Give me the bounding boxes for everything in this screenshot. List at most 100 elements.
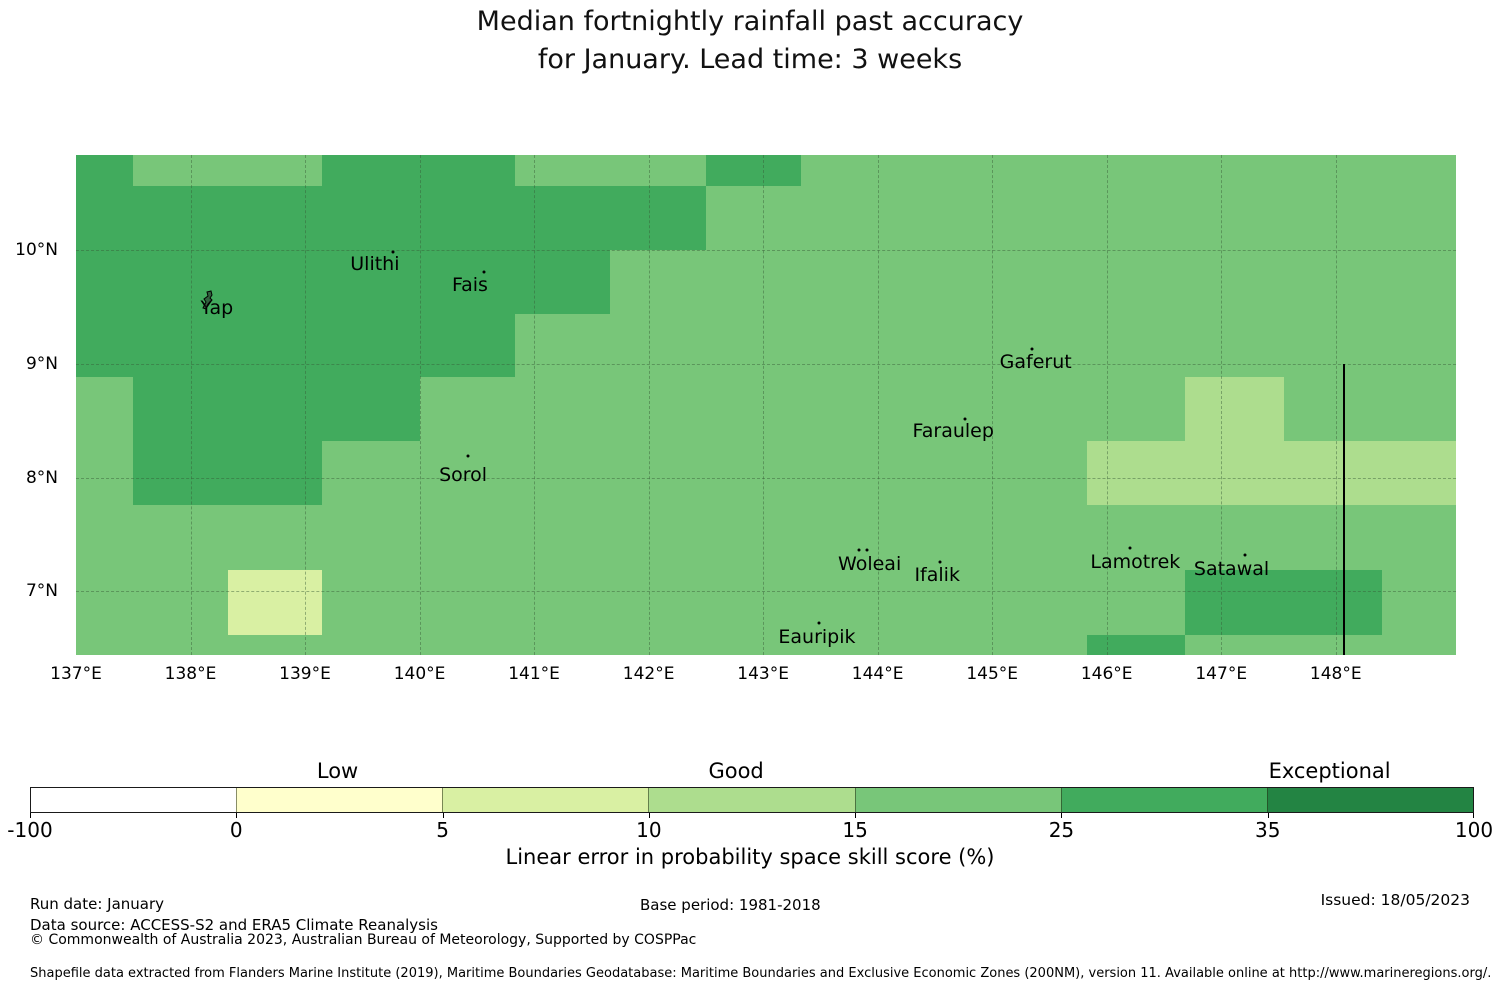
island-marker-lamotrek [1128,546,1132,550]
map-region-25-35 [76,314,515,377]
gridline-lon [877,155,879,655]
island-marker-gaferut [1030,347,1034,351]
map-region-25-35 [76,250,610,315]
footer-shapefile-note: Shapefile data extracted from Flanders M… [30,966,1492,981]
chart-title: Median fortnightly rainfall past accurac… [0,3,1500,79]
colorbar-segment-25to35 [1060,788,1267,812]
footer-base-period: Base period: 1981-2018 [640,896,821,914]
colorbar-tick-label: 25 [1048,818,1075,842]
island-label-sorol: Sorol [439,464,488,487]
x-tick-label: 143°E [737,664,789,684]
map-region-25-35 [1087,634,1185,655]
eez-boundary-line [1342,364,1345,655]
x-tick-label: 145°E [966,664,1019,684]
colorbar-tick-mark [1473,813,1474,818]
island-marker-ifalik [938,560,941,564]
map-plot-area: Yap Ulithi Fais Sorol Gaferut Faraulep Woleai I… [76,155,1456,655]
island-label-lamotrek: Lamotrek [1090,550,1181,573]
x-tick-label: 147°E [1195,664,1248,684]
colorbar-tick-label: 0 [229,818,243,842]
gridline-lon [190,155,192,655]
colorbar-category-label: Exceptional [1268,759,1391,783]
colorbar-segment--100to0 [31,788,237,812]
colorbar-tick-label: 10 [636,818,662,842]
y-tick-label: 9°N [25,354,58,375]
y-tick-label: 8°N [25,467,58,488]
colorbar-segment-0to5 [236,788,443,812]
x-tick-label: 146°E [1080,664,1133,684]
island-label-gaferut: Gaferut [999,350,1072,373]
colorbar-tick-mark [236,813,238,818]
x-tick-label: 138°E [164,664,217,684]
x-tick-label: 139°E [279,664,331,684]
footer-run-date: Run date: January [30,895,165,913]
island-label-faraulep: Faraulep [912,420,994,443]
gridline-lon [1335,155,1337,655]
gridline-lon [992,155,994,655]
gridline-lon [1106,155,1108,655]
map-region-25-35 [76,185,706,251]
colorbar-segment-15to25 [854,788,1061,812]
gridline-lon [305,155,307,655]
x-tick-label: 140°E [393,664,446,684]
map-region-10-15 [1087,441,1456,505]
colorbar-segment-35to100 [1266,788,1473,812]
colorbar-tick-mark [30,813,31,818]
x-tick-label: 141°E [508,664,560,684]
map-region-25-35 [76,155,134,186]
island-marker-ulithi [391,250,395,254]
island-label-ulithi: Ulithi [350,253,400,276]
island-label-fais: Fais [451,273,488,296]
colorbar-segment-5to10 [442,788,649,812]
colorbar-tick-mark [855,813,857,818]
y-tick-label: 10°N [15,240,58,261]
chart-title-line1: Median fortnightly rainfall past accurac… [476,6,1024,37]
chart-title-line2: for January. Lead time: 3 weeks [537,44,963,75]
gridline-lat [76,364,1456,366]
gridline-lon [534,155,536,655]
island-marker-faraulep [963,417,967,421]
island-label-ifalik: Ifalik [914,564,960,587]
island-marker-satawal [1243,553,1247,557]
x-tick-label: 142°E [622,664,675,684]
gridline-lat [76,250,1456,252]
colorbar-category-label: Low [316,759,359,783]
map-region-25-35 [705,155,801,186]
gridline-lat [76,591,1456,593]
island-label-woleai: Woleai [838,553,902,576]
map-region-25-35 [322,155,515,186]
gridline-lon [763,155,765,655]
footer-data-source: Data source: ACCESS-S2 and ERA5 Climate … [30,916,438,934]
footer-issued-date: Issued: 18/05/2023 [1320,891,1470,909]
x-tick-label: 137°E [50,664,102,684]
map-region-25-35 [133,441,323,505]
colorbar-tick-label: 5 [436,818,449,842]
colorbar-category-label: Good [708,759,764,783]
island-marker-fais [482,270,486,274]
map-region-25-35 [1184,569,1382,635]
island-marker-woleai [865,548,869,552]
colorbar-tick-mark [1061,813,1063,818]
colorbar-tick-label: 15 [842,818,868,842]
island-marker-sorol [466,454,470,458]
gridline-lon [1221,155,1223,655]
x-tick-label: 144°E [851,664,904,684]
gridline-lon [648,155,650,655]
colorbar-segment-10to15 [648,788,855,812]
gridline-lon [419,155,421,655]
island-marker-eauripik [817,621,821,625]
colorbar-axis-label: Linear error in probability space skill … [505,845,995,869]
colorbar-tick-mark [648,813,650,818]
footer-copyright: © Commonwealth of Australia 2023, Austra… [30,932,697,948]
colorbar-tick-label: -100 [7,818,53,842]
island-label-satawal: Satawal [1193,557,1270,580]
colorbar-tick-label: 35 [1254,818,1281,842]
x-tick-label: 148°E [1309,664,1362,684]
colorbar [30,787,1474,813]
island-label-eauripik: Eauripik [778,625,856,648]
island-marker-yap [200,289,217,314]
colorbar-tick-label: 100 [1454,818,1494,842]
y-tick-label: 7°N [25,581,58,602]
gridline-lat [76,477,1456,479]
